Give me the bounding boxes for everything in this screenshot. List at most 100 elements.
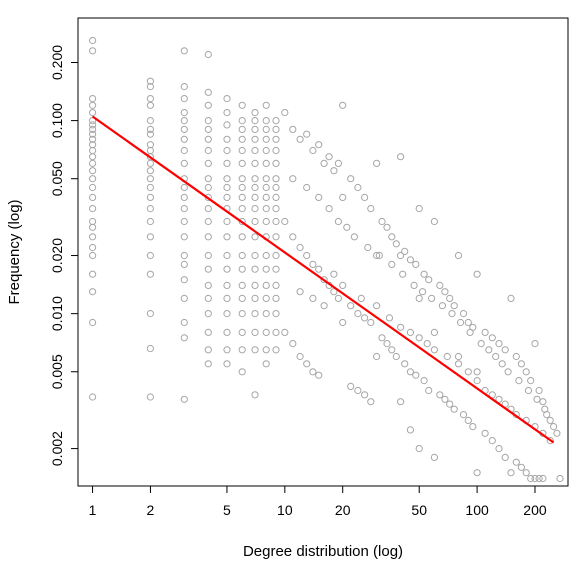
data-point: [272, 294, 280, 302]
data-point: [262, 193, 270, 201]
data-point: [223, 175, 231, 183]
data-point: [262, 346, 270, 354]
data-point: [347, 175, 355, 183]
data-point: [146, 175, 154, 183]
data-point: [473, 377, 481, 385]
data-point: [89, 233, 97, 241]
data-point: [204, 183, 212, 192]
data-point: [180, 395, 188, 403]
data-point: [146, 167, 154, 175]
data-point: [418, 288, 427, 296]
data-point: [296, 135, 304, 143]
data-point: [238, 233, 246, 241]
data-point: [469, 423, 477, 431]
data-point: [373, 159, 381, 167]
data-point: [339, 101, 347, 109]
data-point: [238, 135, 246, 143]
x-axis-title: Degree distribution (log): [243, 543, 403, 560]
data-point: [320, 302, 328, 310]
data-point: [388, 346, 396, 354]
data-point: [309, 146, 317, 155]
data-point: [315, 141, 323, 149]
data-point: [272, 233, 280, 241]
y-axis-title: Frequency (log): [6, 199, 23, 304]
data-point: [272, 175, 280, 183]
data-point: [204, 88, 212, 97]
data-point: [251, 251, 259, 260]
y-tick-label: 0.005: [49, 354, 65, 389]
data-point: [89, 193, 97, 201]
data-point: [522, 368, 530, 376]
data-point: [488, 437, 496, 445]
y-tick-label: 0.002: [49, 431, 65, 466]
data-point: [251, 183, 259, 192]
data-point: [410, 281, 418, 289]
data-point: [223, 328, 231, 336]
data-point: [446, 400, 454, 408]
data-point: [251, 175, 259, 183]
data-point: [89, 270, 97, 278]
y-axis: 0.002 0.005 0.010 0.020 0.050 0.100 0.200: [49, 45, 79, 466]
data-point: [223, 265, 231, 273]
data-point: [501, 346, 509, 354]
data-point: [180, 146, 188, 155]
data-point: [180, 117, 188, 125]
data-point: [364, 243, 372, 252]
data-point: [180, 260, 188, 268]
data-point: [204, 175, 212, 183]
data-point: [466, 328, 474, 336]
data-point: [89, 109, 97, 117]
data-point: [428, 294, 436, 302]
y-tick-label: 0.010: [49, 296, 65, 331]
data-point: [527, 377, 535, 385]
data-point: [406, 368, 414, 376]
data-point: [238, 183, 246, 192]
data-point: [347, 382, 355, 390]
data-point: [89, 36, 97, 45]
data-point: [262, 183, 270, 192]
data-point: [180, 334, 188, 342]
data-point: [415, 334, 423, 342]
data-point: [146, 183, 154, 192]
data-point: [180, 318, 188, 327]
data-point: [238, 281, 246, 289]
data-point: [180, 83, 188, 91]
data-point: [89, 135, 97, 143]
data-point: [262, 146, 270, 155]
data-point: [459, 411, 468, 419]
data-point: [401, 360, 409, 368]
data-point: [443, 352, 451, 361]
data-point: [507, 294, 515, 302]
data-point: [397, 153, 405, 161]
data-point: [180, 251, 188, 260]
data-point: [473, 270, 481, 278]
data-point: [180, 125, 188, 133]
data-point: [146, 125, 154, 133]
data-point: [89, 121, 97, 129]
data-point: [339, 318, 347, 327]
data-point: [262, 205, 270, 213]
data-point: [262, 175, 270, 183]
data-point: [392, 240, 400, 248]
x-tick-label: 5: [223, 502, 231, 518]
data-point: [262, 117, 270, 125]
data-point: [262, 310, 270, 318]
data-point: [420, 270, 428, 278]
data-point: [262, 101, 270, 109]
data-point: [272, 135, 280, 143]
data-point: [251, 125, 259, 133]
data-point: [454, 251, 463, 260]
y-tick-label: 0.050: [49, 161, 65, 196]
data-point: [412, 371, 420, 379]
data-point: [373, 302, 381, 310]
data-point: [238, 205, 246, 213]
data-point: [541, 405, 549, 413]
data-point: [262, 265, 270, 273]
data-point: [272, 217, 280, 226]
data-point: [223, 217, 231, 226]
data-point: [89, 251, 97, 260]
data-point: [378, 334, 386, 342]
data-point: [251, 233, 259, 241]
data-point: [223, 135, 231, 143]
data-point: [492, 352, 500, 361]
